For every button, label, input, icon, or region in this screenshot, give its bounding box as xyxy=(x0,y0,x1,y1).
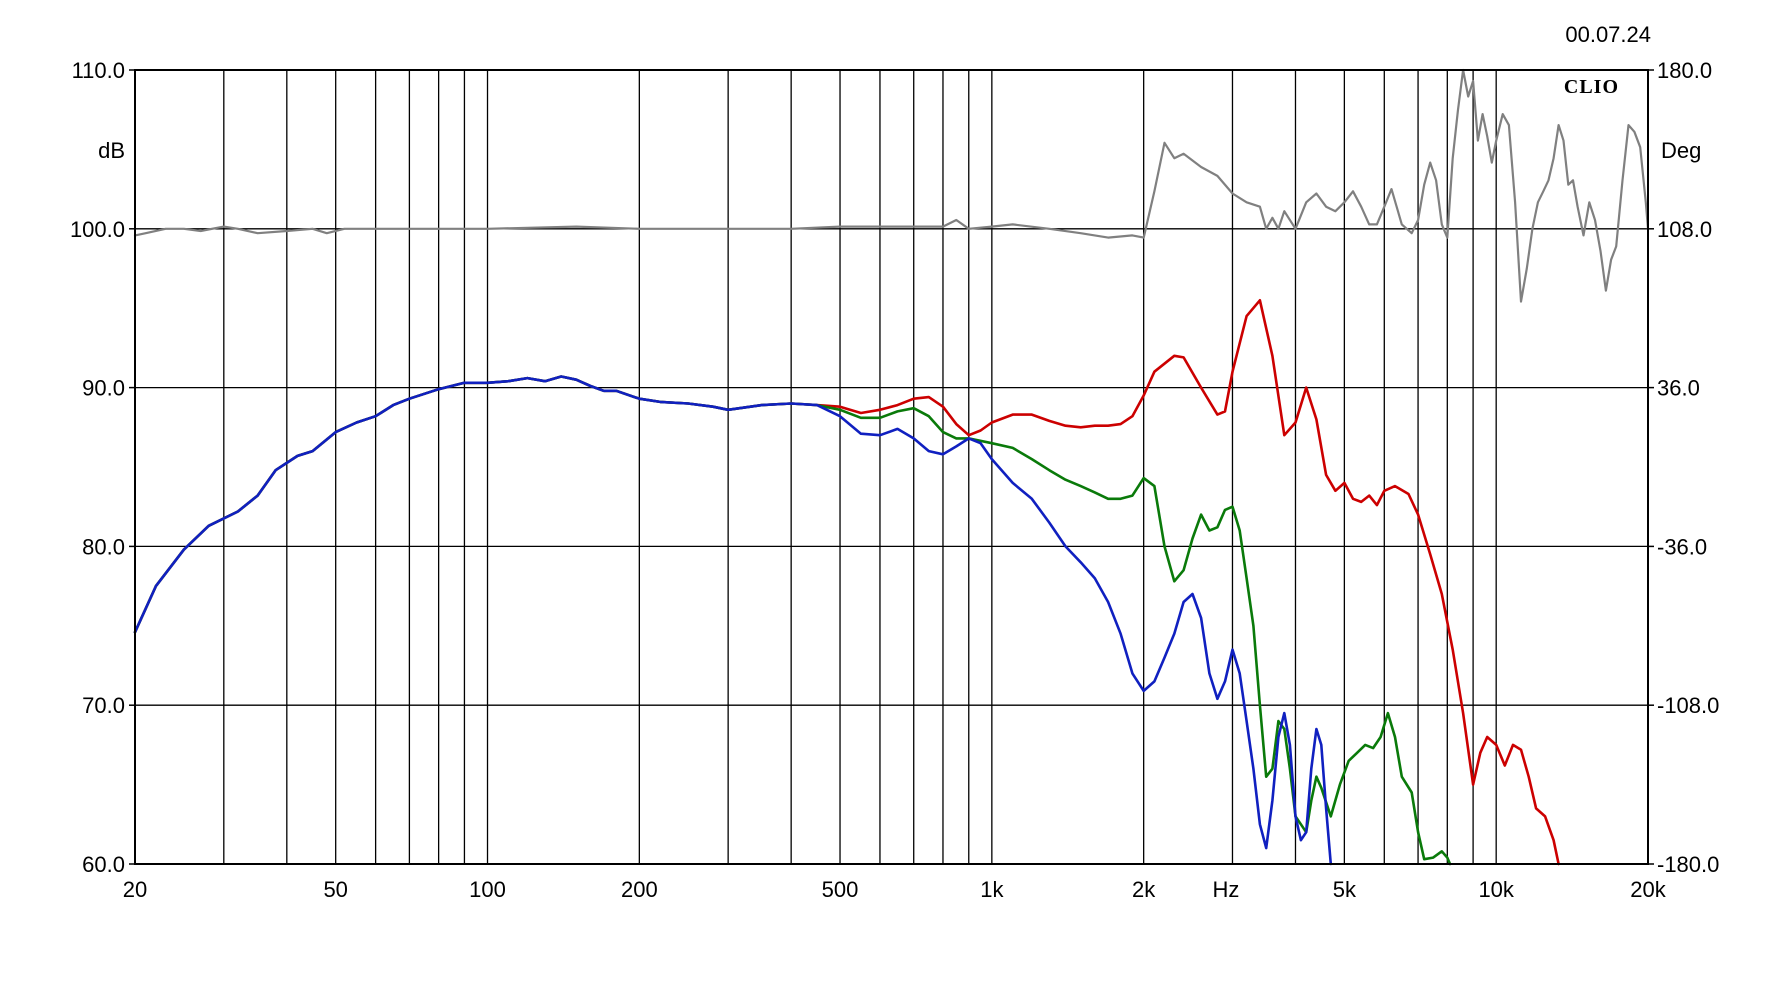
x-tick-label: 2k xyxy=(1132,877,1156,902)
x-tick-label: 5k xyxy=(1333,877,1357,902)
x-tick-label: 100 xyxy=(469,877,506,902)
series-line-4 xyxy=(133,375,1333,866)
y-left-tick-label: 100.0 xyxy=(70,217,125,242)
x-tick-label: 200 xyxy=(621,877,658,902)
date-stamp: 00.07.24 xyxy=(1565,22,1651,47)
plot-border xyxy=(134,69,1649,865)
x-tick-label: 1k xyxy=(980,877,1004,902)
x-tick-label: 500 xyxy=(822,877,859,902)
y-right-tick-label: 108.0 xyxy=(1657,217,1712,242)
y-left-tick-label: 110.0 xyxy=(72,58,125,83)
x-tick-label: 20 xyxy=(123,877,147,902)
plot-frame xyxy=(129,69,1654,865)
y-right-tick-label: -180.0 xyxy=(1657,852,1719,877)
y-right-tick-label: 180.0 xyxy=(1657,58,1712,83)
x-tick-label: 10k xyxy=(1478,877,1514,902)
y-left-tick-label: 90.0 xyxy=(82,376,125,401)
y-right-tick-label: 36.0 xyxy=(1657,376,1700,401)
y-right-tick-label: -36.0 xyxy=(1657,534,1707,559)
x-unit-label: Hz xyxy=(1213,877,1240,902)
x-tick-label: 20k xyxy=(1630,877,1666,902)
x-tick-labels: 20 50 100 200 500 1k 2k 5k 10k 20k xyxy=(123,877,1667,902)
right-tick-labels: 180.0 108.0 36.0 -36.0 -108.0 -180.0 xyxy=(1657,58,1719,877)
y-left-tick-label: 70.0 xyxy=(82,693,125,718)
brand-label: CLIO xyxy=(1564,76,1619,98)
y-left-tick-label: 60.0 xyxy=(82,852,125,877)
y-right-label: Deg xyxy=(1661,138,1701,163)
grid xyxy=(135,69,1648,865)
y-left-label: dB xyxy=(98,138,125,163)
series-layer xyxy=(133,68,1650,866)
y-left-tick-label: 80.0 xyxy=(82,534,125,559)
y-right-tick-label: -108.0 xyxy=(1657,693,1719,718)
left-tick-labels: 110.0 100.0 90.0 80.0 70.0 60.0 xyxy=(70,58,125,877)
series-line-1 xyxy=(133,68,1650,303)
x-tick-label: 50 xyxy=(323,877,347,902)
